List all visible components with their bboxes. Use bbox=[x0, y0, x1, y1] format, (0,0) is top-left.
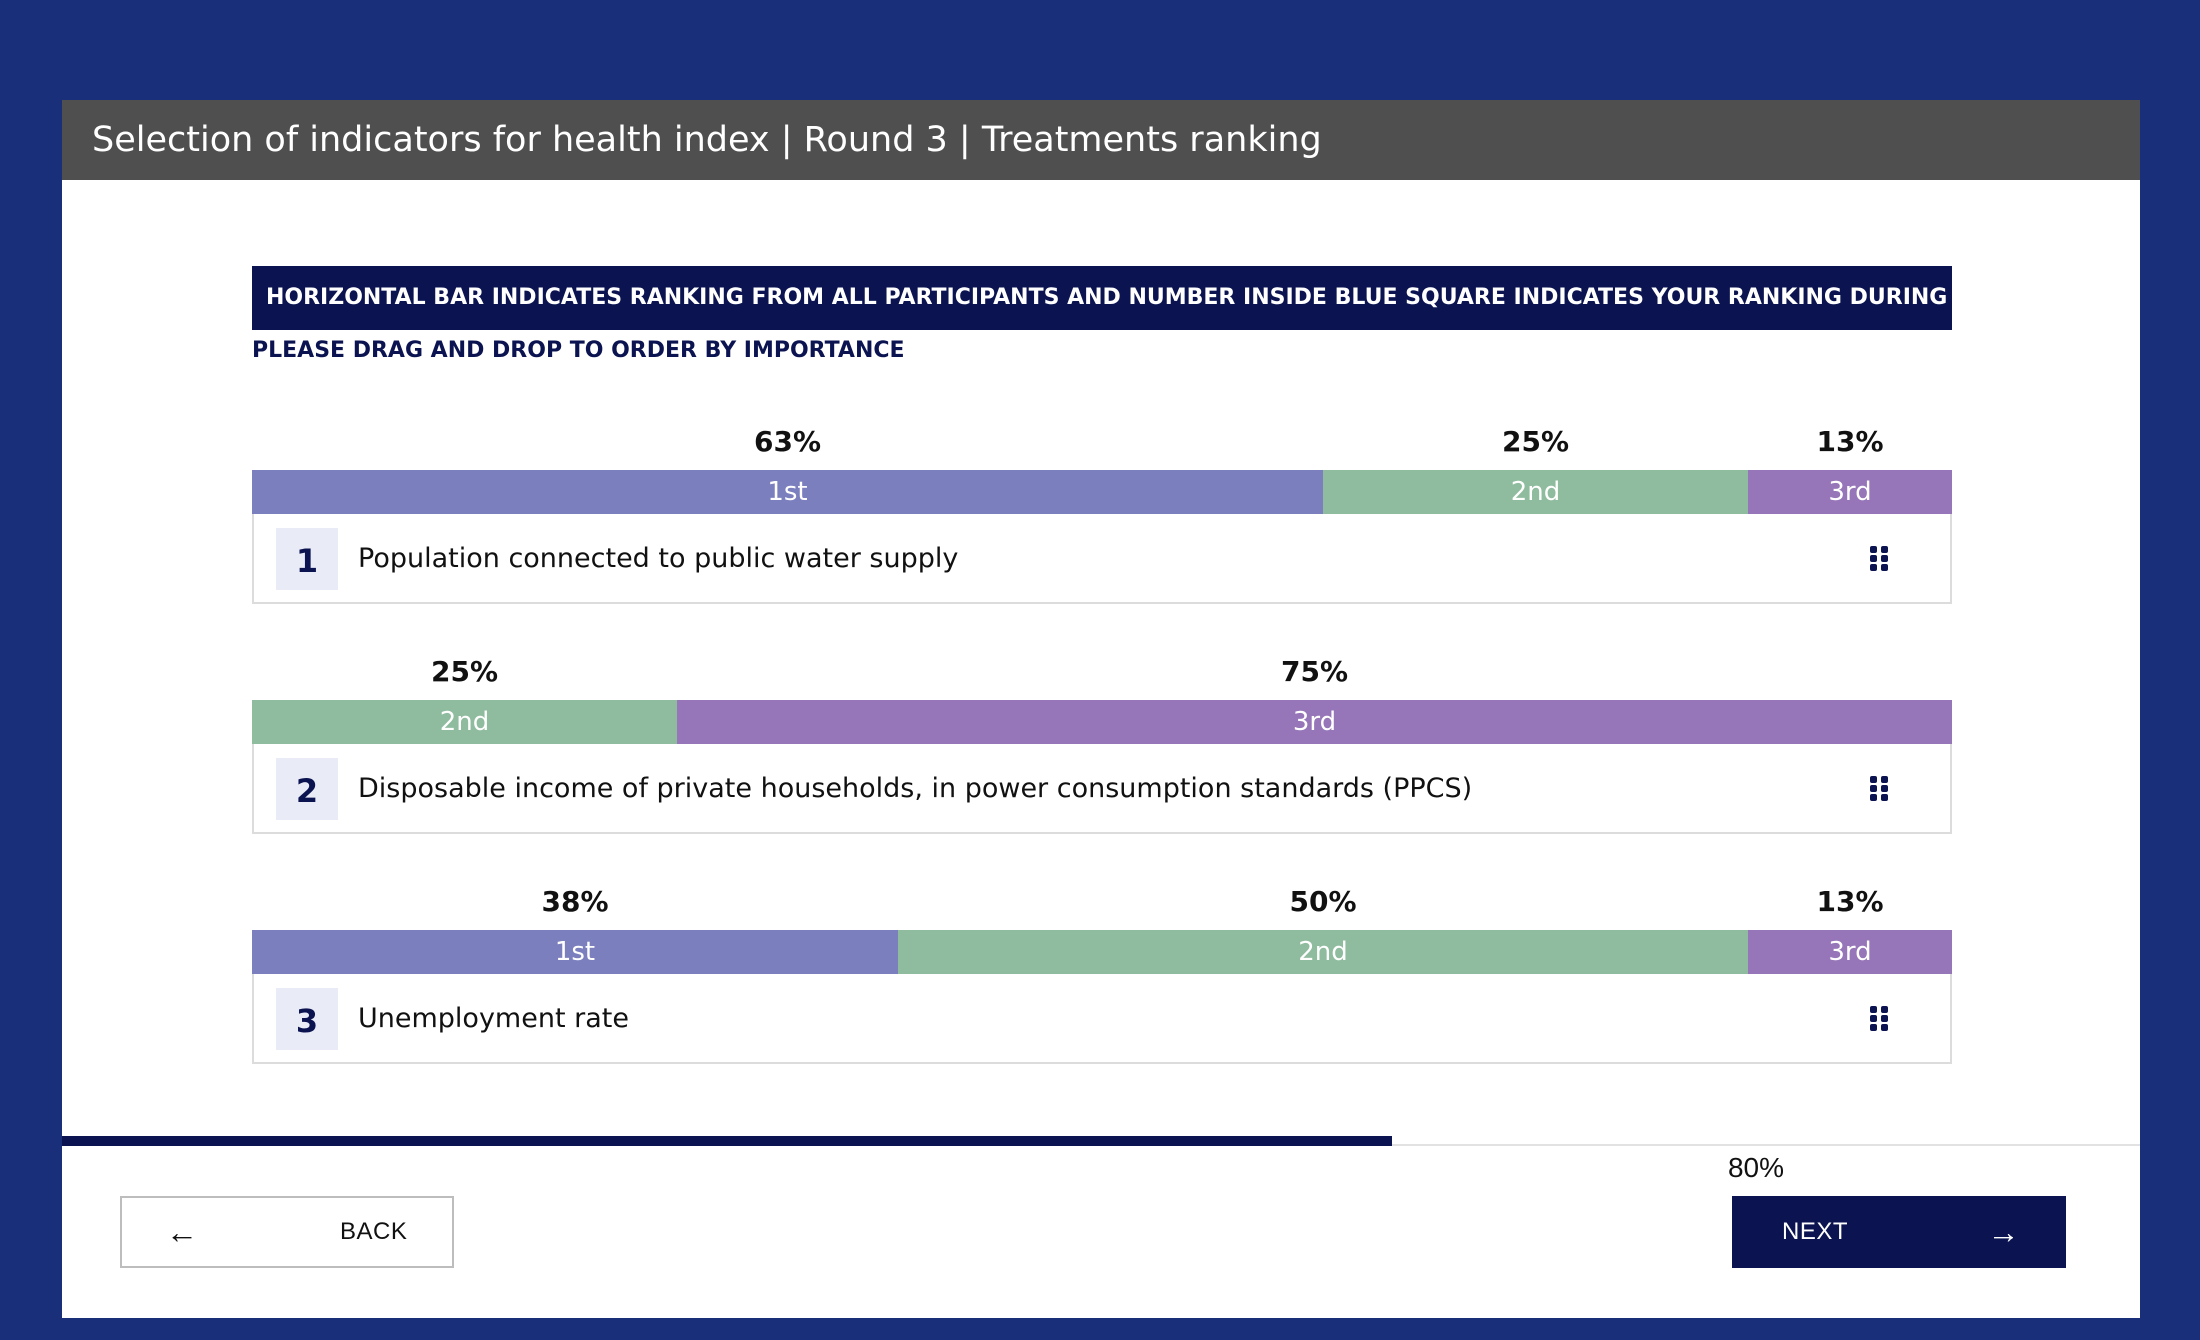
bar-segment-1st: 1st bbox=[252, 930, 898, 974]
back-button-label: BACK bbox=[340, 1218, 408, 1245]
segment-percent-label: 13% bbox=[1816, 885, 1884, 918]
percent-labels: 38% 50% 13% bbox=[252, 886, 1952, 930]
progress-fill bbox=[62, 1136, 1392, 1146]
ranking-content: HORIZONTAL BAR INDICATES RANKING FROM AL… bbox=[252, 266, 1952, 1064]
progress-percent: 80% bbox=[1727, 1152, 1784, 1183]
arrow-right-icon: → bbox=[1987, 1214, 2020, 1250]
bar-segment-2nd: 2nd bbox=[898, 930, 1748, 974]
indicator-label: Disposable income of private households,… bbox=[358, 773, 1473, 804]
arrow-left-icon: ← bbox=[166, 1214, 199, 1250]
drag-instruction: PLEASE DRAG AND DROP TO ORDER BY IMPORTA… bbox=[252, 338, 905, 363]
drag-handle-icon[interactable] bbox=[1870, 1006, 1890, 1032]
bar-segment-2nd: 2nd bbox=[252, 700, 677, 744]
segment-percent-label: 25% bbox=[1501, 425, 1570, 458]
ranking-distribution-bar: 1st 2nd 3rd bbox=[252, 930, 1952, 974]
ranking-distribution-bar: 1st 2nd 3rd bbox=[252, 470, 1952, 514]
segment-percent-label: 75% bbox=[1280, 655, 1349, 688]
indicator-card[interactable]: 1 Population connected to public water su… bbox=[252, 514, 1952, 604]
your-round1-rank: 2 bbox=[276, 758, 338, 820]
next-button[interactable]: NEXT → bbox=[1732, 1196, 2066, 1268]
next-button-label: NEXT bbox=[1782, 1218, 1849, 1245]
your-round1-rank: 3 bbox=[276, 988, 338, 1050]
drag-handle-icon[interactable] bbox=[1870, 776, 1890, 802]
segment-percent-label: 50% bbox=[1289, 885, 1357, 918]
indicator-item[interactable]: 63% 25% 13% 1st 2nd 3rd 1 Population connected … bbox=[252, 426, 1952, 604]
page-title: Selection of indicators for health index… bbox=[62, 100, 2140, 180]
progress-bar bbox=[62, 1136, 2140, 1146]
survey-panel: Selection of indicators for health index… bbox=[62, 100, 2140, 1318]
percent-labels: 25% 75% bbox=[252, 656, 1952, 700]
drag-handle-icon[interactable] bbox=[1870, 546, 1890, 572]
bar-segment-2nd: 2nd bbox=[1323, 470, 1748, 514]
segment-percent-label: 63% bbox=[753, 425, 822, 458]
segment-percent-label: 25% bbox=[430, 655, 499, 688]
bar-segment-3rd: 3rd bbox=[1748, 470, 1952, 514]
bar-segment-3rd: 3rd bbox=[1748, 930, 1952, 974]
indicator-card[interactable]: 3 Unemployment rate bbox=[252, 974, 1952, 1064]
segment-percent-label: 13% bbox=[1816, 425, 1884, 458]
indicator-label: Unemployment rate bbox=[358, 1003, 629, 1034]
indicator-item[interactable]: 38% 50% 13% 1st 2nd 3rd 3 Unemployment rate bbox=[252, 886, 1952, 1064]
indicator-label: Population connected to public water sup… bbox=[358, 543, 959, 574]
percent-labels: 63% 25% 13% bbox=[252, 426, 1952, 470]
instruction-banner: HORIZONTAL BAR INDICATES RANKING FROM AL… bbox=[252, 266, 1952, 330]
indicator-item[interactable]: 25% 75% 2nd 3rd 2 Disposable income of privat… bbox=[252, 656, 1952, 834]
bar-segment-1st: 1st bbox=[252, 470, 1323, 514]
back-button[interactable]: ← BACK bbox=[120, 1196, 454, 1268]
ranking-distribution-bar: 2nd 3rd bbox=[252, 700, 1952, 744]
segment-percent-label: 38% bbox=[541, 885, 609, 918]
your-round1-rank: 1 bbox=[276, 528, 338, 590]
indicator-card[interactable]: 2 Disposable income of private households… bbox=[252, 744, 1952, 834]
bar-segment-3rd: 3rd bbox=[677, 700, 1952, 744]
